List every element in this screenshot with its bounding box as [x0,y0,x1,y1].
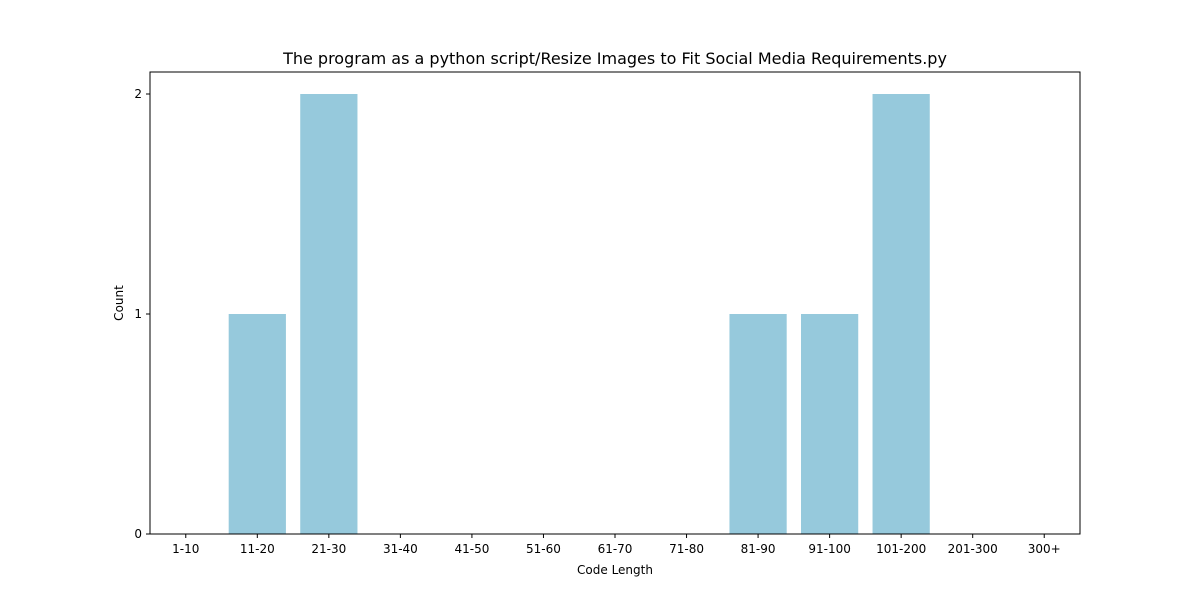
x-tick-label: 101-200 [876,542,926,556]
chart-title: The program as a python script/Resize Im… [282,49,947,68]
y-axis: 0 1 2 [134,87,150,541]
y-tick-label: 2 [134,87,142,101]
x-tick-label: 71-80 [669,542,704,556]
bar-21-30 [300,94,358,534]
bar-101-200 [872,94,930,534]
y-axis-title: Count [112,285,126,321]
y-tick-label: 1 [134,307,142,321]
bar-91-100 [801,314,859,534]
bars-group [228,94,930,534]
x-tick-label: 300+ [1028,542,1061,556]
x-tick-label: 41-50 [454,542,489,556]
x-tick-label: 91-100 [808,542,851,556]
x-tick-label: 11-20 [240,542,275,556]
x-tick-label: 81-90 [741,542,776,556]
y-tick-label: 0 [134,527,142,541]
plot-frame [149,71,1081,535]
x-tick-label: 61-70 [598,542,633,556]
bar-11-20 [228,314,286,534]
x-axis: 1-10 11-20 21-30 31-40 41-50 51-60 61-70 71-80 8… [172,534,1061,556]
x-axis-title: Code Length [577,563,653,577]
x-tick-label: 31-40 [383,542,418,556]
x-tick-label: 51-60 [526,542,561,556]
x-tick-label: 1-10 [172,542,199,556]
x-tick-label: 201-300 [948,542,998,556]
x-tick-label: 21-30 [311,542,346,556]
bar-81-90 [729,314,787,534]
